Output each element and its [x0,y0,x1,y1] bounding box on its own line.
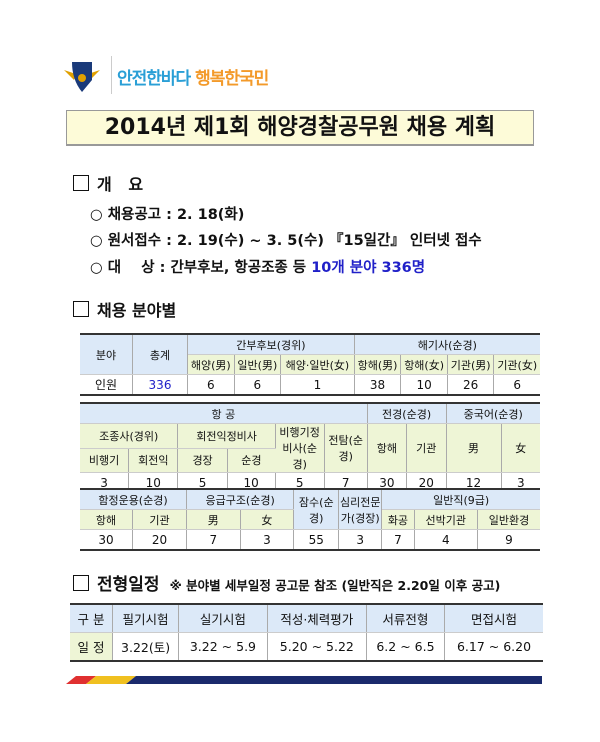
sub-header-cell: 男 [186,509,241,530]
sub-header-cell: 항해(女) [400,354,448,375]
header-cell: 응급구조(순경) [186,489,295,510]
header-cell: 심리전문가(경장) [338,489,383,530]
slogan-part-1: 안전한바다 [117,69,191,89]
slogan-part-2: 행복한국민 [195,69,269,89]
sub-header-cell: 女 [501,423,540,473]
sub-header-cell: 항해 [367,423,408,473]
value-cell: 3 [240,529,295,551]
value-cell: 3.22 ~ 5.9 [178,632,268,662]
header-cell: 잠수(순경) [293,489,340,530]
sub-header-cell: 항해 [80,509,134,530]
header-cell: 간부후보(경위) [187,334,355,355]
header-cell: 적성·체력평가 [267,604,367,633]
sub-header-cell: 기관 [406,423,447,473]
value-cell: 3.22(토) [112,632,180,662]
sub-header-cell: 회전익정비사 [177,423,276,449]
header-cell: 중국어(순경) [446,403,540,424]
sub-header-cell: 男 [446,423,502,473]
value-cell: 55 [293,529,340,551]
overview-item: ○ 원서접수 : 2. 19(수) ~ 3. 5(수) 『15일간』 인터넷 접… [90,233,482,249]
sub-header-cell: 기관(女) [493,354,540,375]
section-heading: 개 요 [97,175,144,194]
value-cell: 6.17 ~ 6.20 [444,632,543,662]
section-schedule: 전형일정 ※ 분야별 세부일정 공고문 참조 (일반직은 2.20일 이후 공고) [73,570,500,595]
sub-header-cell: 해양·일반(女) [280,354,355,375]
header-cell: 필기시험 [112,604,180,633]
sub-header-cell: 女 [240,509,295,530]
field-table-3: 함정운용(순경) 응급구조(순경) 잠수(순경) 심리전문가(경장) 일반직(9급) 항… [80,488,540,551]
sub-header-cell: 화공 [381,509,415,530]
checkbox-square-icon [73,575,89,591]
logo-divider [111,56,112,94]
sub-header-cell: 조종사(경위) [80,423,179,449]
value-cell: 38 [354,374,402,396]
sub-header-cell: 해양(男) [187,354,235,375]
value-cell: 10 [400,374,448,396]
coast-guard-emblem-icon [64,62,100,92]
footer-stripe [66,676,542,684]
header-cell: 전경(순경) [367,403,447,424]
sub-header-cell: 비행기정비사(순경) [275,423,325,473]
sub-header-cell: 일반(男) [234,354,282,375]
section-heading: 채용 분야별 [97,301,177,320]
value-cell: 6 [234,374,282,396]
sub-header-cell: 비행기 [80,448,130,473]
sub-header-cell: 일반환경 [477,509,540,530]
value-cell: 6.2 ~ 6.5 [366,632,446,662]
row-label: 일 정 [70,632,113,662]
section-by-field: 채용 분야별 [73,297,176,321]
field-table-1: 분야 총계 간부후보(경위) 해기사(순경) 해양(男) 일반(男) 해양·일반(女) 항해… [80,333,540,396]
header-cell: 서류전형 [366,604,446,633]
section-overview: 개 요 [73,171,143,195]
header-cell: 구 분 [70,604,113,633]
overview-item: ○ 대 상 : 간부후보, 항공조종 등 10개 분야 336명 [90,260,426,276]
value-cell: 1 [280,374,355,396]
sub-header-cell: 순경 [227,448,276,473]
checkbox-square-icon [73,175,89,191]
item-text: 대 상 : 간부후보, 항공조종 등 [107,260,312,276]
header-cell: 일반직(9급) [381,489,540,510]
schedule-table: 구 분 필기시험 실기시험 적성·체력평가 서류전형 면접시험 일 정 3.22(토) 3.2… [70,603,543,662]
value-cell: 20 [132,529,187,551]
overview-item: ○ 채용공고 : 2. 18(화) [90,207,245,223]
row-label: 인원 [80,374,133,396]
header-cell: 총계 [132,334,188,375]
item-text: 채용공고 : 2. 18(화) [107,207,245,223]
schedule-note: ※ 분야별 세부일정 공고문 참조 (일반직은 2.20일 이후 공고) [169,578,501,593]
header-cell: 해기사(순경) [354,334,540,355]
header-cell: 분야 [80,334,133,375]
value-cell: 5.20 ~ 5.22 [267,632,367,662]
field-table-2: 항 공 전경(순경) 중국어(순경) 조종사(경위) 회전익정비사 비행기정비사(순경)… [80,402,540,494]
item-highlight: 10개 분야 336명 [311,260,426,276]
item-text: 원서접수 : 2. 19(수) ~ 3. 5(수) 『15일간』 인터넷 접수 [107,233,482,249]
total-value: 336 [132,374,188,396]
header-cell: 실기시험 [178,604,268,633]
checkbox-square-icon [73,301,89,317]
value-cell: 6 [493,374,540,396]
value-cell: 3 [338,529,383,551]
value-cell: 7 [381,529,415,551]
header-cell: 면접시험 [444,604,543,633]
value-cell: 30 [80,529,134,551]
sub-header-cell: 기관(男) [447,354,495,375]
sub-header-cell: 회전익 [128,448,179,473]
value-cell: 6 [187,374,235,396]
value-cell: 9 [477,529,540,551]
sub-header-cell: 선박기관 [414,509,478,530]
sub-header-cell: 전탐(순경) [324,423,368,473]
header-cell: 항 공 [80,403,368,424]
section-heading: 전형일정 [97,575,160,595]
sub-header-cell: 경장 [177,448,228,473]
sub-header-cell: 항해(男) [354,354,402,375]
slogan: 안전한바다 행복한국민 [117,64,269,89]
sub-header-cell: 기관 [132,509,187,530]
value-cell: 4 [414,529,478,551]
header-cell: 함정운용(순경) [80,489,187,510]
value-cell: 26 [447,374,495,396]
value-cell: 7 [186,529,241,551]
page-title: 2014년 제1회 해양경찰공무원 채용 계획 [66,110,534,146]
